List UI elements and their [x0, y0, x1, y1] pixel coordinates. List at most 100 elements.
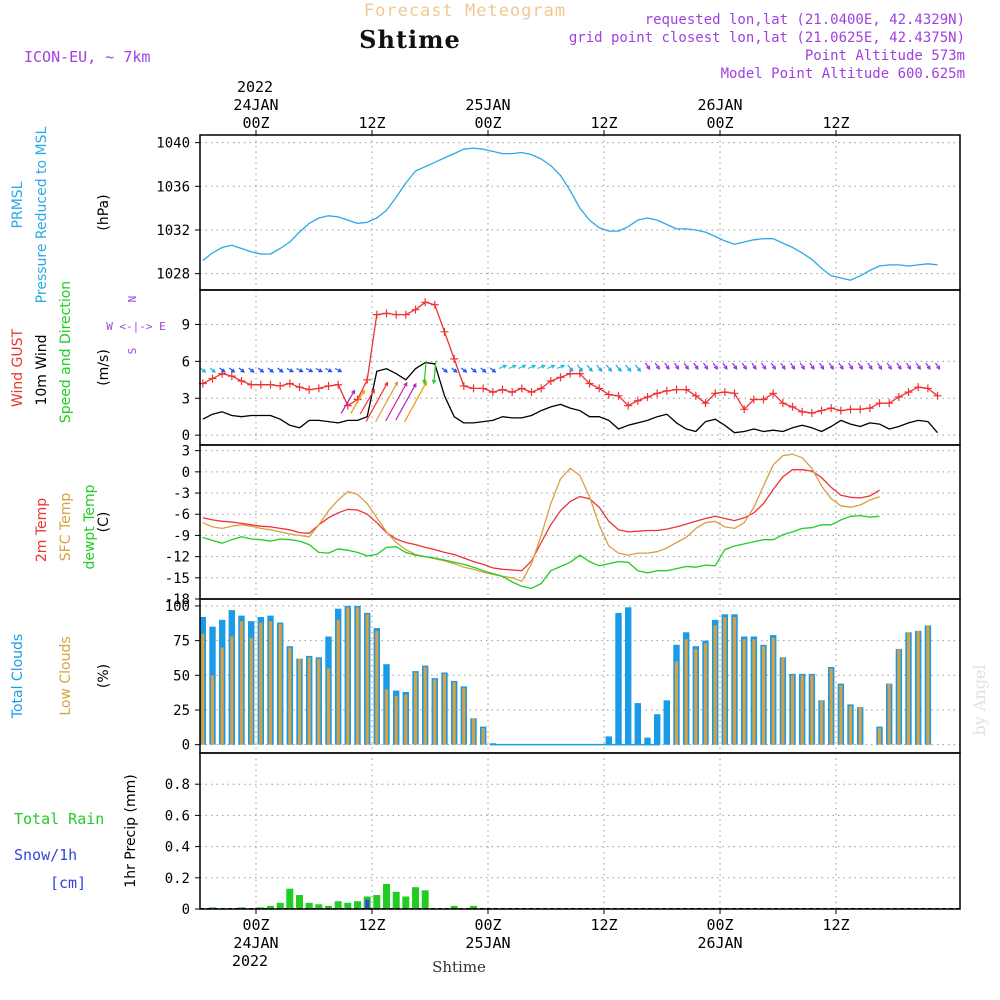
top-tick-label: 12Z [590, 114, 617, 132]
gust-marker [566, 369, 575, 378]
bottom-date-label: 25JAN [465, 934, 510, 952]
gust-marker [875, 399, 884, 408]
low-cloud-bar [249, 637, 253, 745]
rain-bar [257, 907, 265, 909]
rain-bar [402, 896, 410, 909]
wind-arrow [395, 383, 417, 421]
wind-arrowhead [491, 368, 497, 373]
model-label: ICON-EU, ~ 7km [24, 48, 150, 66]
wind-arrowhead [781, 365, 786, 371]
wind-arrowhead [713, 365, 718, 371]
low-cloud-bar [897, 648, 901, 745]
y-tick-label: 0 [182, 902, 190, 918]
wind-arrowhead [936, 365, 941, 371]
gust-marker [798, 407, 807, 416]
low-cloud-bar [761, 646, 766, 745]
low-cloud-bar [394, 696, 398, 745]
wind-arrow [385, 382, 408, 422]
wind-arrowhead [723, 365, 728, 371]
gust-marker [382, 309, 391, 318]
wind-arrow [615, 364, 622, 372]
gust-marker [440, 327, 449, 336]
wind-arrowhead [550, 364, 556, 369]
side-label-gust: Wind GUST [10, 328, 26, 407]
low-cloud-bar [346, 607, 350, 745]
gust-marker [865, 404, 874, 413]
rain-bar [392, 891, 400, 909]
wind-arrowhead [646, 365, 651, 371]
rain-bar [344, 902, 352, 909]
gust-marker [508, 388, 517, 397]
watermark: by Angel [970, 664, 989, 735]
y-tick-label: 9 [182, 317, 190, 333]
wind-arrow [433, 360, 437, 384]
gust-marker [324, 381, 333, 390]
wind-arrowhead [521, 364, 527, 369]
side-label-dewpt-temp: dewpt Temp [82, 484, 98, 569]
low-cloud-bar [355, 607, 360, 745]
gust-marker [305, 385, 314, 394]
wind-arrowhead [327, 368, 333, 373]
location-title: Shtime [359, 25, 461, 54]
low-cloud-bar [239, 621, 244, 745]
side-label-pressure: Pressure Reduced to MSL [34, 126, 50, 303]
gust-marker [266, 380, 275, 389]
grid-point-coords: grid point closest lon,lat (21.0625E, 42… [569, 30, 965, 46]
gust-marker [633, 396, 642, 405]
low-cloud-bar [703, 643, 708, 745]
wind-arrow [567, 364, 574, 372]
low-cloud-bar [810, 675, 814, 745]
low-cloud-bar [742, 639, 746, 745]
bottom-tick-label: 00Z [706, 916, 733, 934]
wind-arrowhead [655, 365, 660, 371]
low-cloud-bar [732, 617, 737, 745]
compass-north: N [126, 296, 139, 303]
rain-bar [209, 907, 216, 909]
side-label-sfc-temp: SFC Temp [58, 493, 74, 562]
side-label-cm: [cm] [50, 874, 86, 892]
low-cloud-bar [413, 672, 418, 745]
wind-arrowhead [502, 364, 508, 369]
rain-bar [421, 890, 429, 909]
gust-marker [885, 399, 894, 408]
wind-arrowhead [742, 365, 747, 371]
side-label-total-rain: Total Rain [14, 810, 104, 828]
y-tick-label: 3 [182, 444, 190, 460]
wind-arrow [375, 381, 398, 423]
gust-marker [730, 389, 739, 398]
gust-marker [546, 377, 555, 386]
gust-marker [711, 389, 720, 398]
y-tick-label: 25 [173, 703, 190, 719]
wind-arrowhead [360, 389, 365, 395]
bottom-date-label: 24JAN [233, 934, 278, 952]
rain-bar [296, 895, 303, 909]
side-label-snow: Snow/1h [14, 846, 77, 864]
y-tick-label: 50 [173, 668, 190, 684]
wind-arrowhead [887, 365, 892, 371]
low-cloud-bar [278, 624, 282, 745]
wind-arrowhead [829, 365, 834, 371]
top-tick-label: 00Z [474, 114, 501, 132]
total-cloud-bar [644, 737, 651, 745]
low-cloud-bar [365, 614, 369, 745]
wind-arrow [586, 364, 593, 372]
wind-arrow [605, 364, 612, 372]
low-cloud-bar [906, 632, 911, 745]
low-cloud-bar [674, 661, 679, 745]
gust-marker [740, 405, 749, 414]
wind-arrowhead [560, 364, 566, 369]
bottom-tick-label: 12Z [590, 916, 617, 934]
rain-bar [305, 902, 313, 909]
total-cloud-bar [625, 607, 632, 745]
low-cloud-bar [790, 675, 795, 745]
low-cloud-bar [829, 668, 833, 745]
wind-arrowhead [384, 381, 389, 387]
low-cloud-bar [442, 673, 447, 745]
gust-marker [778, 399, 787, 408]
gust-marker [479, 384, 488, 393]
wind-arrowhead [858, 365, 863, 371]
wind-arrowhead [849, 365, 854, 371]
top-date-label: 24JAN [233, 96, 278, 114]
side-label-speed-dir: Speed and Direction [58, 281, 74, 423]
